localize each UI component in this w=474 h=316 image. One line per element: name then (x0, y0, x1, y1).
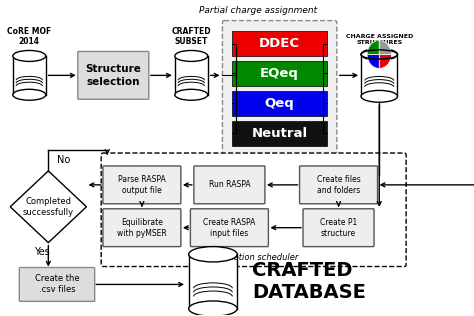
Text: CRAFTED
SUBSET: CRAFTED SUBSET (172, 27, 211, 46)
Bar (13, 56, 46, 95)
Ellipse shape (189, 301, 237, 316)
Wedge shape (379, 54, 392, 68)
FancyBboxPatch shape (191, 209, 268, 246)
Bar (232, 91, 327, 116)
Text: Neutral: Neutral (252, 127, 308, 140)
Text: Partial charge assignment: Partial charge assignment (199, 6, 317, 15)
Ellipse shape (361, 90, 397, 102)
Ellipse shape (361, 48, 397, 60)
FancyBboxPatch shape (303, 209, 374, 246)
Text: DDEC: DDEC (259, 37, 300, 50)
Ellipse shape (175, 51, 208, 61)
Ellipse shape (189, 246, 237, 262)
Text: CHARGE ASSIGNED
STRUCTURES: CHARGE ASSIGNED STRUCTURES (346, 34, 413, 45)
Bar (232, 31, 327, 56)
FancyBboxPatch shape (300, 166, 377, 204)
Text: Parse RASPA
output file: Parse RASPA output file (118, 175, 166, 195)
FancyBboxPatch shape (19, 268, 95, 301)
Text: Yes: Yes (34, 246, 49, 257)
Text: Create P1
structure: Create P1 structure (320, 218, 357, 238)
Bar (189, 254, 237, 309)
Text: CoRE MOF
2014: CoRE MOF 2014 (7, 27, 51, 46)
Polygon shape (10, 171, 86, 243)
Bar (361, 54, 397, 96)
Wedge shape (379, 40, 392, 54)
FancyBboxPatch shape (194, 166, 265, 204)
Text: Completed
successfully: Completed successfully (23, 197, 74, 217)
Text: Qeq: Qeq (265, 97, 294, 110)
FancyBboxPatch shape (78, 52, 149, 99)
Text: EQeq: EQeq (260, 67, 299, 80)
Ellipse shape (13, 51, 46, 61)
Wedge shape (367, 40, 379, 54)
Text: Run RASPA: Run RASPA (209, 180, 250, 189)
Ellipse shape (13, 89, 46, 100)
Text: CRAFTED
DATABASE: CRAFTED DATABASE (252, 261, 366, 302)
Text: Create RASPA
input files: Create RASPA input files (203, 218, 255, 238)
Bar (232, 121, 327, 146)
Text: Create the
.csv files: Create the .csv files (35, 274, 79, 295)
Wedge shape (367, 54, 379, 68)
Bar (175, 56, 208, 95)
Text: Create files
and folders: Create files and folders (317, 175, 360, 195)
FancyBboxPatch shape (103, 166, 181, 204)
Text: Equilibrate
with pyMSER: Equilibrate with pyMSER (117, 218, 167, 238)
FancyBboxPatch shape (101, 153, 406, 266)
Ellipse shape (175, 89, 208, 100)
Text: Structure
selection: Structure selection (85, 64, 141, 87)
FancyBboxPatch shape (103, 209, 181, 246)
Text: Calculation scheduler: Calculation scheduler (209, 252, 299, 262)
Text: No: No (57, 155, 70, 165)
FancyBboxPatch shape (222, 21, 337, 164)
Bar (232, 61, 327, 86)
